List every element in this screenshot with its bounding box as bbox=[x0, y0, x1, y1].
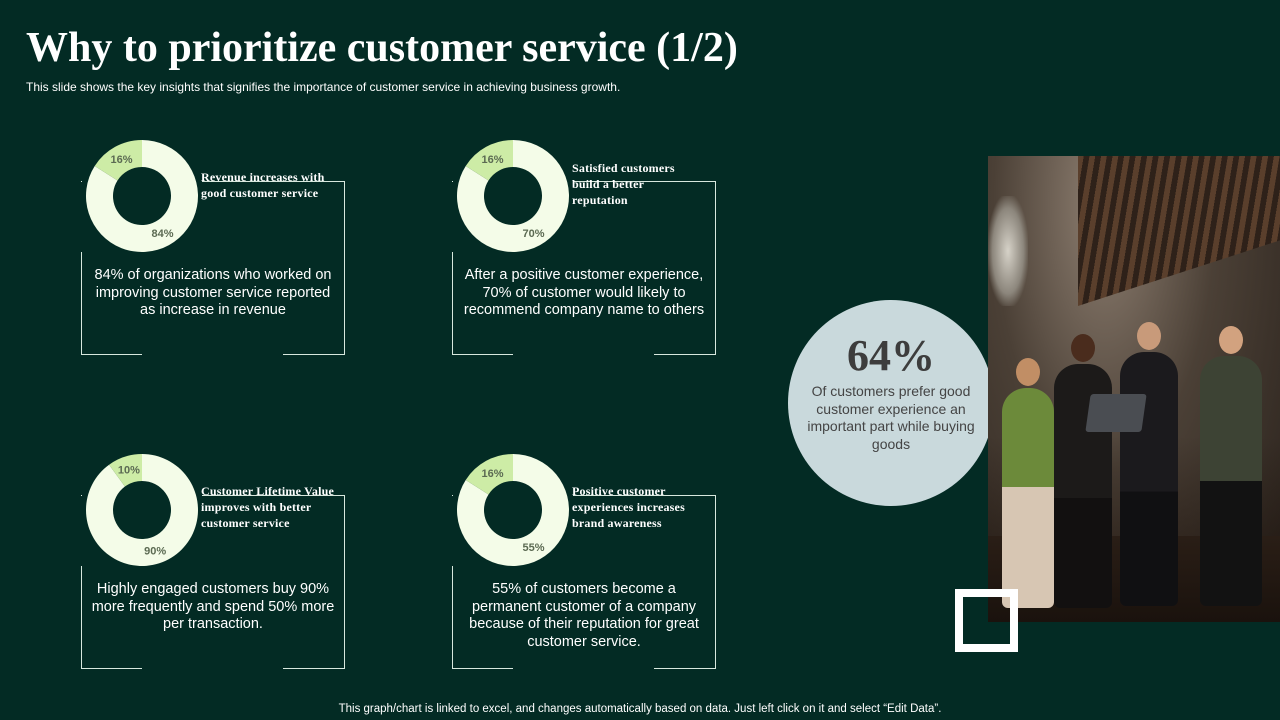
stat-value: 64% bbox=[847, 331, 935, 380]
card-heading: Positive customer experiences increases … bbox=[572, 484, 685, 530]
donut-chart: 16% 70% bbox=[457, 140, 569, 252]
footer-note: This graph/chart is linked to excel, and… bbox=[338, 703, 942, 715]
donut-chart: 16% 55% bbox=[457, 454, 569, 566]
card-heading: Satisfied customers build a better reput… bbox=[572, 161, 675, 207]
stat-circle: 64% Of customers prefer good customer ex… bbox=[788, 300, 994, 506]
insight-card-revenue: 16% 84% Revenue increases with good custo… bbox=[80, 140, 345, 356]
donut-slice-minor bbox=[465, 454, 513, 495]
square-outline-icon bbox=[955, 589, 1018, 652]
donut-label-major: 90% bbox=[144, 545, 166, 557]
donut-slice-minor bbox=[109, 454, 142, 487]
donut-slice-minor bbox=[465, 140, 513, 181]
donut-slice-major bbox=[86, 454, 198, 566]
donut-label-major: 55% bbox=[522, 542, 544, 554]
card-description: After a positive customer experience, 70… bbox=[463, 267, 705, 319]
donut-label-minor: 16% bbox=[482, 154, 504, 166]
donut-chart: 16% 84% bbox=[85, 140, 198, 252]
insight-card-lifetime-value: 10% 90% Customer Lifetime Value improves … bbox=[80, 454, 345, 670]
card-heading: Customer Lifetime Value improves with be… bbox=[201, 484, 335, 530]
donut-label-minor: 16% bbox=[111, 154, 133, 166]
donut-label-major: 70% bbox=[522, 228, 544, 240]
card-heading: Revenue increases with good customer ser… bbox=[201, 170, 325, 200]
donut-slice-major bbox=[457, 140, 569, 252]
slide-subtitle: This slide shows the key insights that s… bbox=[26, 80, 621, 94]
card-description: Highly engaged customers buy 90% more fr… bbox=[91, 581, 335, 633]
team-meeting-photo bbox=[988, 156, 1280, 622]
card-description: 84% of organizations who worked on impro… bbox=[94, 267, 332, 319]
donut-label-minor: 10% bbox=[118, 465, 140, 477]
donut-chart: 10% 90% bbox=[86, 454, 198, 566]
donut-label-major: 84% bbox=[151, 228, 173, 240]
card-description: 55% of customers become a permanent cust… bbox=[469, 581, 699, 650]
donut-label-minor: 16% bbox=[482, 468, 504, 480]
insight-card-brand-awareness: 16% 55% Positive customer experiences inc… bbox=[451, 454, 716, 670]
donut-slice-minor bbox=[94, 140, 142, 181]
stat-text: Of customers prefer good customer experi… bbox=[807, 383, 975, 452]
insight-card-reputation: 16% 70% Satisfied customers build a bette… bbox=[451, 140, 716, 356]
slide-title: Why to prioritize customer service (1/2) bbox=[26, 25, 738, 71]
donut-slice-major bbox=[85, 140, 198, 252]
donut-slice-major bbox=[457, 454, 569, 566]
